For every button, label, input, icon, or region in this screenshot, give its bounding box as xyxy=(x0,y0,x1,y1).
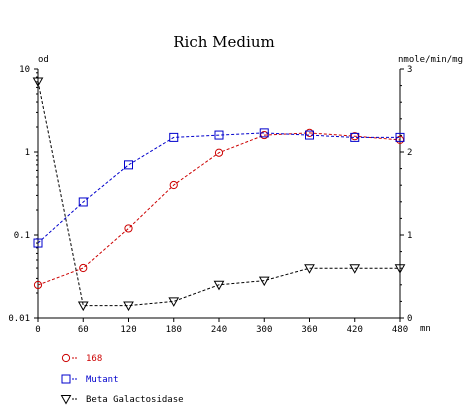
x-tick-label: 0 xyxy=(35,325,40,335)
legend-marker-beta-galactosidase xyxy=(60,395,72,405)
right-tick-label: 2 xyxy=(407,148,412,158)
data-point-mutant xyxy=(350,132,360,142)
data-point-mutant xyxy=(78,197,88,207)
x-tick-label: 480 xyxy=(392,325,408,335)
legend-marker-168 xyxy=(61,353,71,363)
x-tick-label: 60 xyxy=(78,325,89,335)
data-point-168 xyxy=(33,280,43,290)
data-point-beta-galactosidase xyxy=(77,301,89,312)
data-point-beta-galactosidase xyxy=(32,77,44,87)
data-point-mutant xyxy=(214,130,224,140)
data-point-168 xyxy=(169,180,178,190)
left-tick-label: 1 xyxy=(25,148,30,158)
legend-marker-mutant xyxy=(61,374,71,384)
x-tick-label: 300 xyxy=(256,325,272,335)
data-point-mutant xyxy=(305,130,314,140)
legend-label-beta-galactosidase: Beta Galactosidase xyxy=(86,395,184,405)
data-point-mutant xyxy=(395,132,405,142)
right-tick-label: 1 xyxy=(407,231,412,241)
series-line-168 xyxy=(37,132,401,286)
data-point-168 xyxy=(124,224,133,233)
left-tick-label: 0.01 xyxy=(8,314,30,324)
legend-label-mutant: Mutant xyxy=(86,375,119,385)
data-point-mutant xyxy=(124,160,133,170)
data-point-beta-galactosidase xyxy=(394,264,406,274)
data-point-beta-galactosidase xyxy=(304,264,315,274)
series-line-beta-galactosidase xyxy=(37,81,400,307)
data-point-168 xyxy=(214,148,224,157)
left-axis-unit: od xyxy=(38,55,49,65)
data-point-beta-galactosidase xyxy=(258,276,270,287)
legend-label-168: 168 xyxy=(86,354,102,364)
x-tick-label: 360 xyxy=(301,325,317,335)
x-tick-label: 240 xyxy=(211,325,227,335)
right-axis-unit: nmole/min/mg xyxy=(398,55,463,65)
data-point-beta-galactosidase xyxy=(168,297,180,307)
data-point-mutant xyxy=(33,238,43,248)
data-point-beta-galactosidase xyxy=(213,280,225,291)
series-line-mutant xyxy=(37,132,400,244)
data-point-168 xyxy=(79,263,88,273)
data-point-mutant xyxy=(259,128,269,138)
right-tick-label: 0 xyxy=(407,314,412,324)
x-tick-label: 180 xyxy=(166,325,182,335)
left-tick-label: 0.1 xyxy=(14,231,30,241)
chart-title: Rich Medium xyxy=(173,33,274,51)
right-tick-label: 3 xyxy=(407,65,412,75)
data-point-mutant xyxy=(169,132,179,142)
left-tick-label: 10 xyxy=(19,65,30,75)
x-axis-unit: mn xyxy=(420,324,431,334)
x-tick-label: 420 xyxy=(347,325,363,335)
data-point-beta-galactosidase xyxy=(349,264,361,274)
x-tick-label: 120 xyxy=(120,325,136,335)
data-point-beta-galactosidase xyxy=(123,301,134,312)
